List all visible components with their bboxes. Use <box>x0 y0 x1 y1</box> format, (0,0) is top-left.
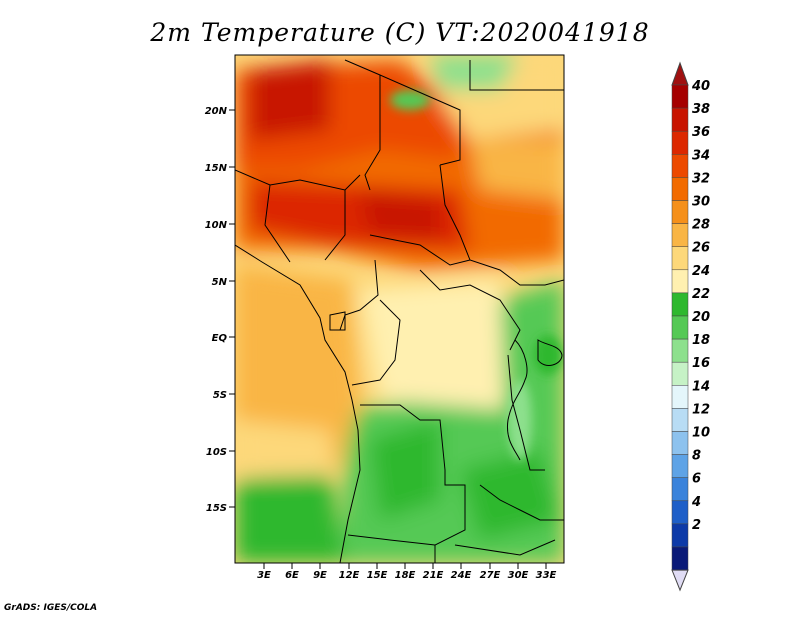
lat-label: 10N <box>205 220 228 231</box>
chart-title: 2m Temperature (C) VT:2020041918 <box>150 18 650 47</box>
colorbar-label: 38 <box>692 102 710 117</box>
colorbar-swatch <box>671 130 689 155</box>
lon-label: 18E <box>395 570 416 581</box>
colorbar-label: 40 <box>691 79 710 94</box>
colorbar-swatch <box>671 477 689 502</box>
lat-label: 5N <box>212 277 228 288</box>
lon-label: 21E <box>423 570 444 581</box>
colorbar-label: 32 <box>692 171 710 186</box>
colorbar-swatch <box>671 107 689 132</box>
colorbar-label: 22 <box>692 287 710 302</box>
colorbar-label: 30 <box>692 195 710 210</box>
lon-tick: 21E <box>423 563 444 581</box>
colorbar-swatch <box>671 246 689 271</box>
lat-label: 20N <box>205 106 228 117</box>
colorbar-label: 10 <box>692 426 710 441</box>
credit-text: GrADS: IGES/COLA <box>4 603 98 613</box>
lat-label: 15N <box>205 163 228 174</box>
colorbar-swatch <box>671 523 689 548</box>
colorbar-swatch <box>671 454 689 478</box>
colorbar-swatch <box>671 546 689 571</box>
colorbar-swatch <box>671 431 689 455</box>
lon-label: 9E <box>313 570 327 581</box>
lon-tick: 18E <box>395 563 416 581</box>
lat-label: 10S <box>206 447 227 458</box>
colorbar-swatch <box>671 500 689 525</box>
lon-tick: 15E <box>367 563 388 581</box>
colorbar-swatch <box>671 223 689 247</box>
lat-label: EQ <box>212 333 228 344</box>
colorbar-label: 14 <box>692 379 710 394</box>
lat-tick: 15N <box>205 163 235 174</box>
lon-label: 30E <box>508 570 529 581</box>
colorbar-swatch <box>671 84 689 109</box>
colorbar: 40 38 36 34 32 30 28 26 24 22 20 18 16 14 12 10 8 6 4 2 <box>671 61 710 592</box>
lon-label: 33E <box>536 570 557 581</box>
colorbar-swatch <box>671 292 689 317</box>
lat-tick: 5S <box>213 390 235 401</box>
lat-label: 5S <box>213 390 227 401</box>
lat-tick: 20N <box>205 106 235 117</box>
colorbar-label: 12 <box>692 402 710 417</box>
lat-label: 15S <box>206 503 227 514</box>
lat-tick: EQ <box>212 333 235 344</box>
colorbar-label: 26 <box>692 241 710 256</box>
lat-axis: 20N 15N 10N 5N EQ 5S 10S 15S <box>205 106 235 514</box>
lon-tick: 33E <box>536 563 557 581</box>
lon-label: 27E <box>480 570 501 581</box>
colorbar-label: 6 <box>692 472 701 487</box>
lon-label: 12E <box>339 570 360 581</box>
lon-label: 15E <box>367 570 388 581</box>
colorbar-swatch <box>671 154 689 178</box>
colorbar-label: 24 <box>692 264 710 279</box>
lon-label: 24E <box>451 570 472 581</box>
lon-tick: 24E <box>451 563 472 581</box>
colorbar-label: 34 <box>692 148 710 163</box>
colorbar-label: 28 <box>692 218 710 233</box>
country-borders <box>235 59 564 563</box>
colorbar-label: 8 <box>692 449 701 464</box>
lon-label: 3E <box>257 570 271 581</box>
lon-tick: 9E <box>313 563 327 581</box>
lon-tick: 3E <box>257 563 271 581</box>
lat-tick: 15S <box>206 503 235 514</box>
colorbar-swatch <box>671 315 689 340</box>
colorbar-swatch <box>671 385 689 409</box>
lon-tick: 6E <box>285 563 299 581</box>
lon-tick: 30E <box>508 563 529 581</box>
lon-tick: 12E <box>339 563 360 581</box>
colorbar-swatch <box>671 408 689 432</box>
colorbar-label: 36 <box>692 125 710 140</box>
lon-axis: 3E 6E 9E 12E 15E 18E 21E 24E 27E 30E 33E <box>257 563 557 581</box>
lat-tick: 10S <box>206 447 235 458</box>
colorbar-swatch <box>671 338 689 363</box>
map-frame <box>234 54 565 564</box>
temperature-field <box>235 55 564 563</box>
colorbar-swatch <box>671 200 689 224</box>
colorbar-label: 2 <box>692 518 701 533</box>
colorbar-label: 16 <box>692 356 710 371</box>
colorbar-swatch <box>671 177 689 201</box>
lat-tick: 10N <box>205 220 235 231</box>
colorbar-swatch <box>671 361 689 386</box>
colorbar-label: 18 <box>692 333 710 348</box>
lon-label: 6E <box>285 570 299 581</box>
lat-tick: 5N <box>212 277 235 288</box>
colorbar-swatch <box>671 269 689 294</box>
colorbar-top-cap <box>671 61 689 86</box>
colorbar-label: 4 <box>691 495 701 510</box>
colorbar-bottom-cap <box>671 569 689 592</box>
lon-tick: 27E <box>480 563 501 581</box>
colorbar-label: 20 <box>692 310 710 325</box>
